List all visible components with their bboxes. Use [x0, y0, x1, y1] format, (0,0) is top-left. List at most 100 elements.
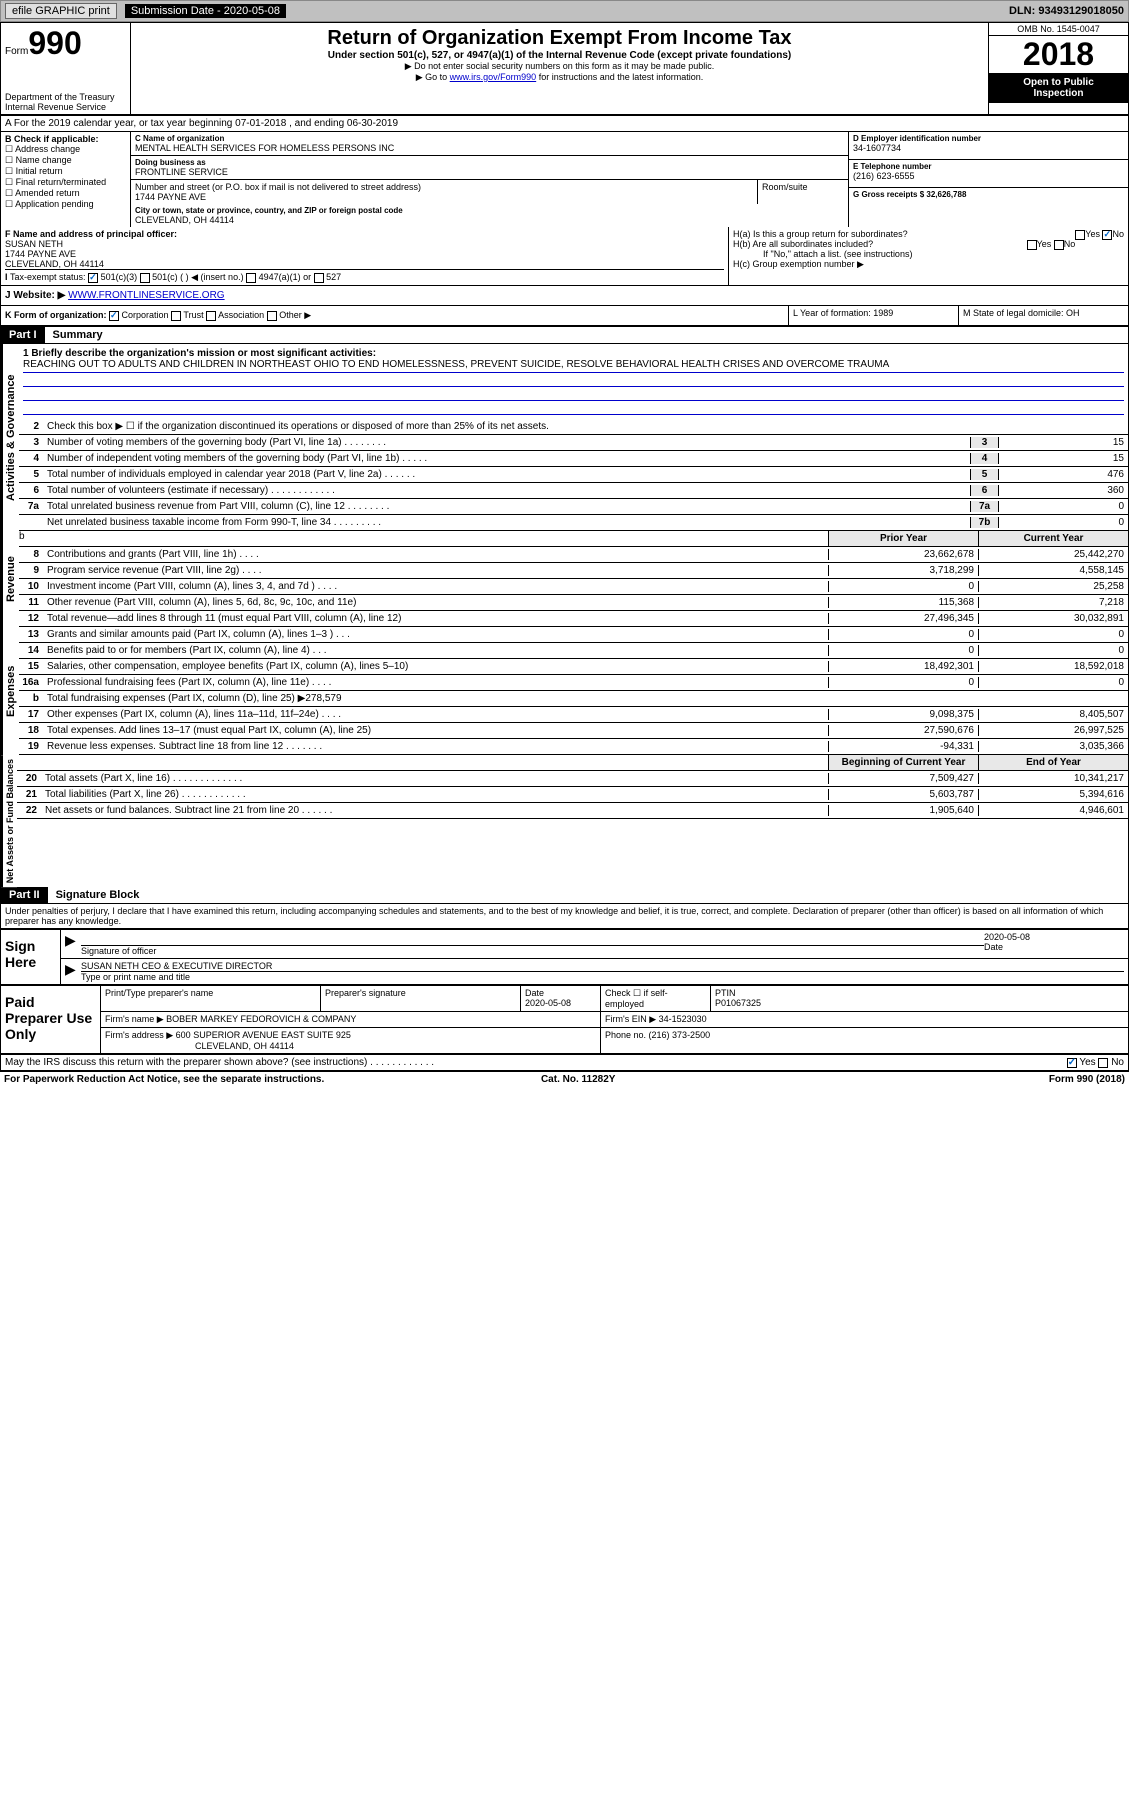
submission-date: Submission Date - 2020-05-08 [125, 4, 286, 18]
gross-receipts: G Gross receipts $ 32,626,788 [853, 190, 1124, 199]
check-column: B Check if applicable: ☐ Address change … [1, 132, 131, 227]
suite-box: Room/suite [758, 180, 848, 204]
officer-name-title: SUSAN NETH CEO & EXECUTIVE DIRECTOR [81, 961, 1124, 972]
page-footer: For Paperwork Reduction Act Notice, see … [0, 1072, 1129, 1087]
check-501c[interactable] [140, 273, 150, 283]
ha-yes[interactable] [1075, 230, 1085, 240]
p21: 5,603,787 [828, 789, 978, 800]
check-527[interactable] [314, 273, 324, 283]
check-address[interactable]: ☐ Address change [5, 144, 126, 155]
line-a: A For the 2019 calendar year, or tax yea… [1, 116, 1128, 132]
c15: 18,592,018 [978, 661, 1128, 672]
m-box: M State of legal domicile: OH [958, 306, 1128, 325]
val-3: 15 [998, 437, 1128, 448]
k-corp[interactable] [109, 311, 119, 321]
k-assoc[interactable] [206, 311, 216, 321]
vert-revenue: Revenue [1, 531, 19, 627]
check-initial[interactable]: ☐ Initial return [5, 166, 126, 177]
firm-addr1: 600 SUPERIOR AVENUE EAST SUITE 925 [176, 1030, 351, 1040]
ptin: P01067325 [715, 998, 1124, 1008]
p19: -94,331 [828, 741, 978, 752]
firm-addr2: CLEVELAND, OH 44114 [105, 1041, 294, 1051]
c17: 8,405,507 [978, 709, 1128, 720]
form-subtitle-2: ▶ Do not enter social security numbers o… [135, 61, 984, 72]
ein: 34-1607734 [853, 143, 1124, 153]
hb-no[interactable] [1054, 240, 1064, 250]
p20: 7,509,427 [828, 773, 978, 784]
gross-box: G Gross receipts $ 32,626,788 [849, 188, 1128, 216]
irs-link[interactable]: www.irs.gov/Form990 [450, 72, 537, 82]
efile-label: efile GRAPHIC print [5, 3, 117, 19]
c20: 10,341,217 [978, 773, 1128, 784]
irs-discuss-row: May the IRS discuss this return with the… [1, 1055, 1128, 1071]
section-b-c-d: B Check if applicable: ☐ Address change … [1, 132, 1128, 227]
sign-here-label: Sign Here [1, 930, 61, 984]
p14: 0 [828, 645, 978, 656]
check-4947[interactable] [246, 273, 256, 283]
address-box: Number and street (or P.O. box if mail i… [131, 180, 758, 204]
sign-date: 2020-05-08 [984, 932, 1124, 942]
p12: 27,496,345 [828, 613, 978, 624]
form-subtitle-3: ▶ Go to www.irs.gov/Form990 for instruct… [135, 72, 984, 83]
officer-name: SUSAN NETH [5, 239, 724, 249]
h-column: H(a) Is this a group return for subordin… [728, 227, 1128, 285]
val-4: 15 [998, 453, 1128, 464]
p13: 0 [828, 629, 978, 640]
p11: 115,368 [828, 597, 978, 608]
p16a: 0 [828, 677, 978, 688]
p8: 23,662,678 [828, 549, 978, 560]
revenue-section: Revenue bPrior YearCurrent Year 8Contrib… [1, 531, 1128, 627]
firm-ein: Firm's EIN ▶ 34-1523030 [601, 1012, 1128, 1027]
c16a: 0 [978, 677, 1128, 688]
check-501c3[interactable] [88, 273, 98, 283]
prep-date: 2020-05-08 [525, 998, 596, 1008]
preparer-section: Paid Preparer Use Only Print/Type prepar… [1, 986, 1128, 1055]
arrow-icon: ▶ [65, 932, 81, 956]
form-ref: Form 990 (2018) [1049, 1074, 1125, 1085]
k-other[interactable] [267, 311, 277, 321]
expenses-section: Expenses 13Grants and similar amounts pa… [1, 627, 1128, 755]
part1-header: Part ISummary [1, 327, 1128, 344]
org-name: MENTAL HEALTH SERVICES FOR HOMELESS PERS… [135, 143, 844, 153]
open-public: Open to Public Inspection [989, 73, 1128, 103]
discuss-no[interactable] [1098, 1058, 1108, 1068]
form-subtitle-1: Under section 501(c), 527, or 4947(a)(1)… [135, 50, 984, 61]
form-header: Form990 Department of the Treasury Inter… [1, 23, 1128, 116]
val-7b: 0 [998, 517, 1128, 528]
discuss-yes[interactable] [1067, 1058, 1077, 1068]
check-name[interactable]: ☐ Name change [5, 155, 126, 166]
omb-number: OMB No. 1545-0047 [989, 23, 1128, 36]
activities-section: Activities & Governance 1 Briefly descri… [1, 344, 1128, 531]
check-amended[interactable]: ☐ Amended return [5, 188, 126, 199]
firm-name: BOBER MARKEY FEDOROVICH & COMPANY [166, 1014, 356, 1024]
c22: 4,946,601 [978, 805, 1128, 816]
hb-yes[interactable] [1027, 240, 1037, 250]
p22: 1,905,640 [828, 805, 978, 816]
check-pending[interactable]: ☐ Application pending [5, 199, 126, 210]
phone-box: E Telephone number (216) 623-6555 [849, 160, 1128, 188]
officer-box: F Name and address of principal officer:… [1, 227, 728, 285]
website-link[interactable]: WWW.FRONTLINESERVICE.ORG [68, 290, 225, 301]
form-990: Form990 Department of the Treasury Inter… [0, 22, 1129, 1072]
mission-text: REACHING OUT TO ADULTS AND CHILDREN IN N… [23, 359, 1124, 373]
check-final[interactable]: ☐ Final return/terminated [5, 177, 126, 188]
c18: 26,997,525 [978, 725, 1128, 736]
firm-phone: Phone no. (216) 373-2500 [601, 1028, 1128, 1053]
vert-netassets: Net Assets or Fund Balances [1, 755, 17, 887]
p10: 0 [828, 581, 978, 592]
c19: 3,035,366 [978, 741, 1128, 752]
part2-header: Part IISignature Block [1, 887, 1128, 904]
c13: 0 [978, 629, 1128, 640]
mission-box: 1 Briefly describe the organization's mi… [19, 344, 1128, 419]
netassets-section: Net Assets or Fund Balances Beginning of… [1, 755, 1128, 887]
dba: FRONTLINE SERVICE [135, 167, 844, 177]
c8: 25,442,270 [978, 549, 1128, 560]
k-trust[interactable] [171, 311, 181, 321]
c12: 30,032,891 [978, 613, 1128, 624]
ha-no[interactable] [1102, 230, 1112, 240]
l-box: L Year of formation: 1989 [788, 306, 958, 325]
arrow-icon: ▶ [65, 961, 81, 982]
ein-box: D Employer identification number 34-1607… [849, 132, 1128, 160]
dba-box: Doing business as FRONTLINE SERVICE [131, 156, 848, 180]
p9: 3,718,299 [828, 565, 978, 576]
